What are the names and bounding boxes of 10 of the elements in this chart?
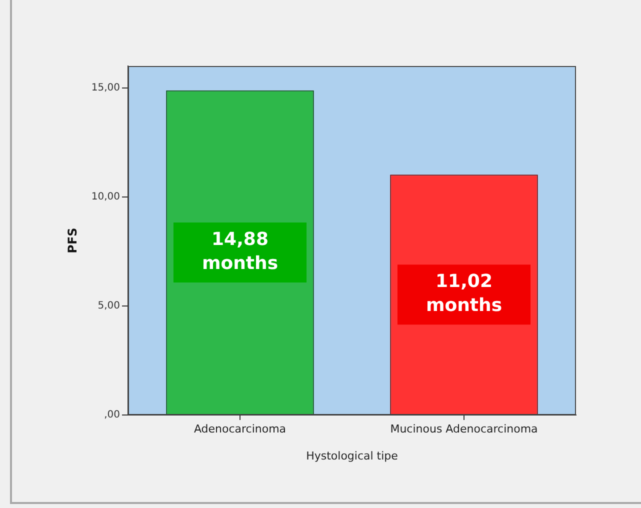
y-tick-label: 5,00 — [98, 300, 120, 312]
y-axis-title: PFS — [65, 228, 80, 254]
y-tick-label: 15,00 — [91, 82, 120, 94]
data-label: 11,02 months — [426, 271, 502, 316]
x-tick-label: Mucinous Adenocarcinoma — [390, 422, 538, 436]
x-axis-title: Hystological tipe — [306, 449, 398, 462]
data-label: 14,88 months — [202, 229, 278, 274]
x-tick-label: Adenocarcinoma — [194, 422, 286, 436]
y-tick-label: 10,00 — [91, 191, 120, 202]
y-tick-label: ,00 — [104, 410, 120, 421]
